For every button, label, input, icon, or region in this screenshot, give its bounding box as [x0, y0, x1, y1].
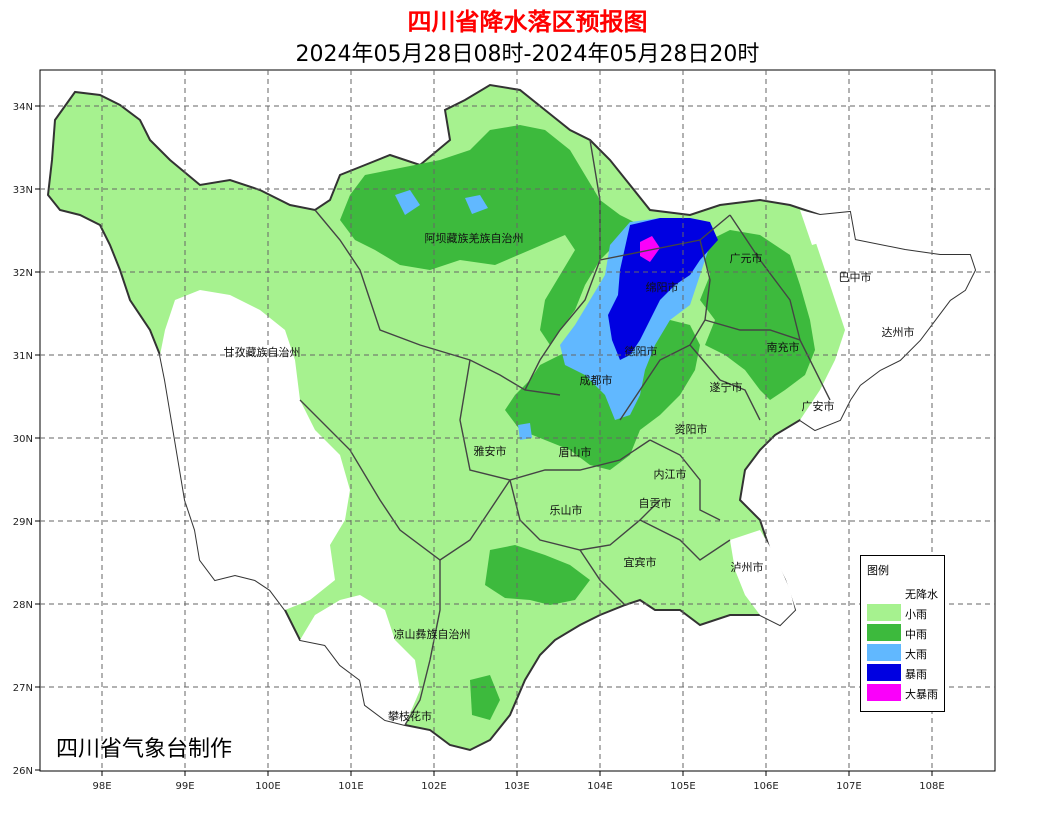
x-tick-label: 105E — [670, 781, 695, 792]
y-tick-label: 30N — [13, 434, 33, 445]
legend-label: 小雨 — [905, 608, 927, 621]
legend-swatch-light — [867, 604, 901, 621]
no-rain-west — [160, 290, 350, 610]
x-tick-label: 106E — [753, 781, 778, 792]
legend-item: 无降水 — [867, 584, 941, 601]
y-tick-label: 34N — [13, 102, 33, 113]
no-rain-east — [800, 212, 975, 430]
legend-item: 中雨 — [867, 624, 941, 641]
city-label-zigong: 自贡市 — [639, 496, 672, 510]
city-label-ganzi: 甘孜藏族自治州 — [224, 345, 301, 359]
grid-lines — [40, 70, 995, 771]
legend-item: 大暴雨 — [867, 684, 941, 701]
legend-label: 中雨 — [905, 628, 927, 641]
legend-title: 图例 — [867, 564, 889, 577]
x-tick-label: 99E — [175, 781, 194, 792]
no-rain-ne-corner — [800, 210, 830, 245]
city-label-yibin: 宜宾市 — [624, 555, 657, 569]
y-tick-label: 29N — [13, 517, 33, 528]
city-label-deyang: 德阳市 — [625, 344, 658, 358]
legend-swatch-rainstorm — [867, 664, 901, 681]
city-label-leshan: 乐山市 — [550, 503, 583, 517]
y-tick-label: 33N — [13, 185, 33, 196]
city-label-ziyang: 资阳市 — [675, 422, 708, 436]
x-tick-label: 102E — [421, 781, 446, 792]
legend-label: 暴雨 — [905, 668, 927, 681]
city-label-suining: 遂宁市 — [710, 380, 743, 394]
map-legend: 图例 无降水 小雨 中雨 大雨 暴雨 大暴雨 — [860, 555, 945, 712]
city-label-guangyuan: 广元市 — [730, 251, 763, 265]
x-tick-label: 107E — [836, 781, 861, 792]
city-label-aba: 阿坝藏族羌族自治州 — [425, 231, 524, 245]
x-tick-label: 108E — [919, 781, 944, 792]
map-title: 四川省降水落区预报图 — [407, 8, 648, 36]
moderate-center — [505, 320, 700, 470]
no-rain-south — [300, 595, 420, 725]
legend-item: 大雨 — [867, 644, 941, 661]
city-label-yaan: 雅安市 — [474, 444, 507, 458]
city-label-neijiang: 内江市 — [654, 467, 687, 481]
legend-label: 无降水 — [905, 588, 938, 601]
city-label-dazhou: 达州市 — [882, 325, 915, 339]
city-label-liangshan: 凉山彝族自治州 — [394, 627, 471, 641]
city-label-bazhong: 巴中市 — [839, 270, 872, 284]
city-label-luzhou: 泸州市 — [731, 560, 764, 574]
city-label-meishan: 眉山市 — [559, 445, 592, 459]
legend-item: 小雨 — [867, 604, 941, 621]
heavy-rainstorm-core — [640, 236, 660, 262]
heavy-rain-nw — [395, 190, 420, 215]
legend-label: 大雨 — [905, 648, 927, 661]
city-label-guangan: 广安市 — [802, 399, 835, 413]
credit-text: 四川省气象台制作 — [56, 737, 233, 762]
city-label-chengdu: 成都市 — [580, 373, 613, 387]
legend-item: 暴雨 — [867, 664, 941, 681]
y-tick-label: 32N — [13, 268, 33, 279]
legend-swatch-heavy-rainstorm — [867, 684, 901, 701]
x-tick-label: 101E — [338, 781, 363, 792]
legend-swatch-moderate — [867, 624, 901, 641]
city-label-nanchong: 南充市 — [767, 340, 800, 354]
y-tick-label: 27N — [13, 683, 33, 694]
legend-label: 大暴雨 — [905, 688, 938, 701]
no-rain-southeast — [730, 530, 795, 625]
x-tick-label: 98E — [92, 781, 111, 792]
moderate-south — [485, 545, 590, 605]
y-tick-label: 31N — [13, 351, 33, 362]
tick-marks — [35, 105, 933, 776]
y-tick-label: 28N — [13, 600, 33, 611]
x-tick-label: 103E — [504, 781, 529, 792]
x-tick-label: 100E — [255, 781, 280, 792]
legend-swatch-no-rain — [867, 584, 901, 601]
moderate-north — [340, 125, 640, 345]
city-label-mianyang: 绵阳市 — [646, 280, 679, 294]
x-tick-label: 104E — [587, 781, 612, 792]
legend-swatch-heavy — [867, 644, 901, 661]
heavy-rain-s — [518, 423, 532, 440]
city-label-panzhihua: 攀枝花市 — [388, 709, 432, 723]
map-subtitle: 2024年05月28日08时-2024年05月28日20时 — [295, 42, 760, 67]
heavy-rain-n — [465, 195, 488, 214]
y-tick-label: 26N — [13, 766, 33, 777]
moderate-south2 — [470, 675, 500, 720]
